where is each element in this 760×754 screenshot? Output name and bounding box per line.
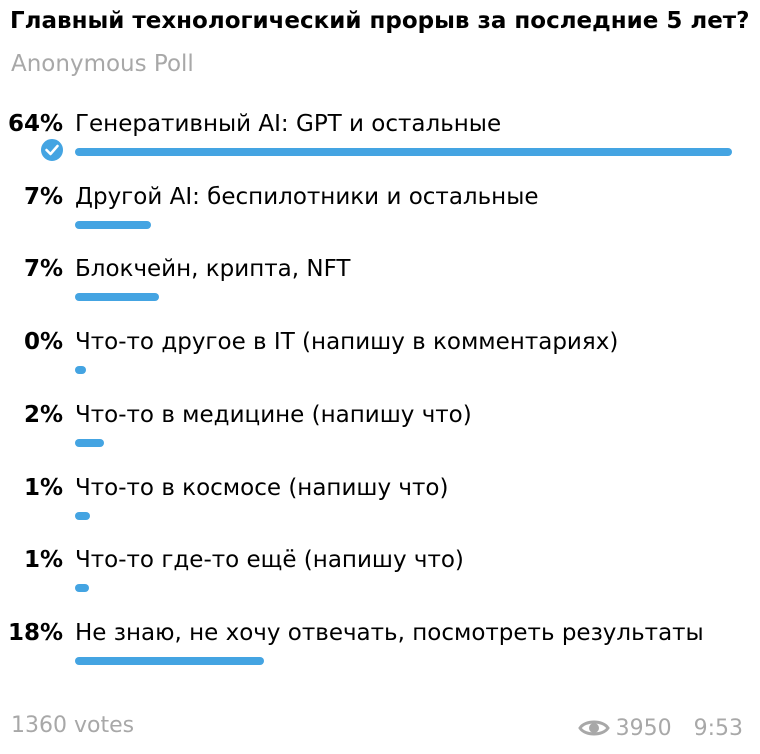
option-percent: 64%: [7, 111, 63, 137]
option-label: Генеративный AI: GPT и остальные: [75, 111, 502, 137]
views-count: 3950: [615, 715, 672, 741]
option-result-bar: [75, 512, 90, 520]
poll-option[interactable]: 18% Не знаю, не хочу отвечать, посмотреть…: [0, 617, 760, 677]
poll-option[interactable]: 7% Блокчейн, крипта, NFT: [0, 253, 760, 313]
poll-option[interactable]: 64% Генеративный AI: GPT и остальные: [0, 108, 760, 168]
option-label: Что-то другое в IT (напишу в комментария…: [75, 329, 619, 355]
option-percent: 7%: [23, 184, 63, 210]
poll-option[interactable]: 1% Что-то в космосе (напишу что): [0, 472, 760, 532]
option-percent: 2%: [23, 402, 63, 428]
option-label: Что-то в медицине (напишу что): [75, 402, 472, 428]
option-result-bar: [75, 657, 264, 665]
option-result-bar: [75, 221, 151, 229]
option-result-bar: [75, 584, 89, 592]
option-percent: 7%: [23, 256, 63, 282]
option-result-bar: [75, 366, 86, 374]
poll-type: Anonymous Poll: [11, 51, 194, 77]
option-result-bar: [75, 293, 159, 301]
votes-count: 1360 votes: [11, 713, 135, 738]
option-percent: 1%: [23, 475, 63, 501]
poll-option[interactable]: 1% Что-то где-то ещё (напишу что): [0, 544, 760, 604]
option-result-bar: [75, 148, 732, 156]
poll-option[interactable]: 0% Что-то другое в IT (напишу в комментар…: [0, 326, 760, 386]
option-label: Блокчейн, крипта, NFT: [75, 256, 351, 282]
message-time: 9:53: [693, 715, 743, 741]
option-percent: 18%: [7, 620, 63, 646]
option-result-bar: [75, 439, 104, 447]
check-circle-icon: [39, 137, 65, 163]
poll-option[interactable]: 7% Другой AI: беспилотники и остальные: [0, 181, 760, 241]
option-label: Что-то в космосе (напишу что): [75, 475, 449, 501]
eye-icon: [577, 720, 610, 736]
poll-question: Главный технологический прорыв за послед…: [10, 8, 750, 34]
message-meta: 3950 9:53: [577, 713, 743, 743]
option-label: Не знаю, не хочу отвечать, посмотреть ре…: [75, 620, 704, 646]
option-percent: 0%: [23, 329, 63, 355]
poll-option[interactable]: 2% Что-то в медицине (напишу что): [0, 399, 760, 459]
option-label: Что-то где-то ещё (напишу что): [75, 547, 464, 573]
option-percent: 1%: [23, 547, 63, 573]
option-label: Другой AI: беспилотники и остальные: [75, 184, 539, 210]
